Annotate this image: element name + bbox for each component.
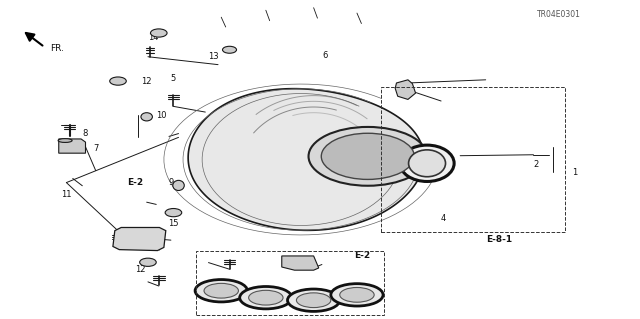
Text: 9: 9 xyxy=(169,178,174,187)
Text: 14: 14 xyxy=(148,33,159,41)
Text: 6: 6 xyxy=(322,51,327,60)
Text: 10: 10 xyxy=(156,111,166,120)
Text: 8: 8 xyxy=(83,129,88,138)
Bar xyxy=(381,87,565,232)
Ellipse shape xyxy=(58,139,72,142)
Text: 15: 15 xyxy=(168,219,179,228)
Ellipse shape xyxy=(287,289,340,311)
Text: 13: 13 xyxy=(209,52,219,61)
Text: 12: 12 xyxy=(135,265,146,274)
Circle shape xyxy=(308,127,427,186)
Text: 7: 7 xyxy=(94,144,99,153)
Polygon shape xyxy=(188,89,424,230)
Circle shape xyxy=(165,209,182,217)
Circle shape xyxy=(150,29,167,37)
Circle shape xyxy=(109,77,126,85)
Ellipse shape xyxy=(408,150,445,177)
Polygon shape xyxy=(282,256,319,270)
Ellipse shape xyxy=(248,290,283,305)
Text: E-2: E-2 xyxy=(354,251,370,260)
Polygon shape xyxy=(59,139,86,153)
Ellipse shape xyxy=(141,113,152,121)
Circle shape xyxy=(223,46,237,53)
Ellipse shape xyxy=(296,293,331,308)
Text: 5: 5 xyxy=(170,74,175,83)
Ellipse shape xyxy=(195,279,247,302)
Text: 2: 2 xyxy=(534,160,539,169)
Circle shape xyxy=(321,133,414,179)
Ellipse shape xyxy=(204,283,239,298)
Text: 11: 11 xyxy=(61,190,71,199)
Ellipse shape xyxy=(240,286,292,309)
Ellipse shape xyxy=(173,180,184,190)
Text: E-8-1: E-8-1 xyxy=(486,235,512,244)
Ellipse shape xyxy=(400,145,454,182)
Ellipse shape xyxy=(331,284,383,306)
Text: 3: 3 xyxy=(223,291,228,300)
Text: 12: 12 xyxy=(141,77,152,85)
Text: 3: 3 xyxy=(314,300,319,308)
Text: 3: 3 xyxy=(358,294,364,303)
Ellipse shape xyxy=(340,287,374,302)
Text: TR04E0301: TR04E0301 xyxy=(537,10,580,19)
Text: 4: 4 xyxy=(441,213,446,222)
Text: 3: 3 xyxy=(266,297,272,306)
Polygon shape xyxy=(113,227,166,250)
Text: FR.: FR. xyxy=(50,44,64,53)
Bar xyxy=(196,251,384,315)
Polygon shape xyxy=(395,80,415,100)
Text: 1: 1 xyxy=(572,168,577,177)
Circle shape xyxy=(140,258,156,266)
Text: E-2: E-2 xyxy=(127,178,144,187)
